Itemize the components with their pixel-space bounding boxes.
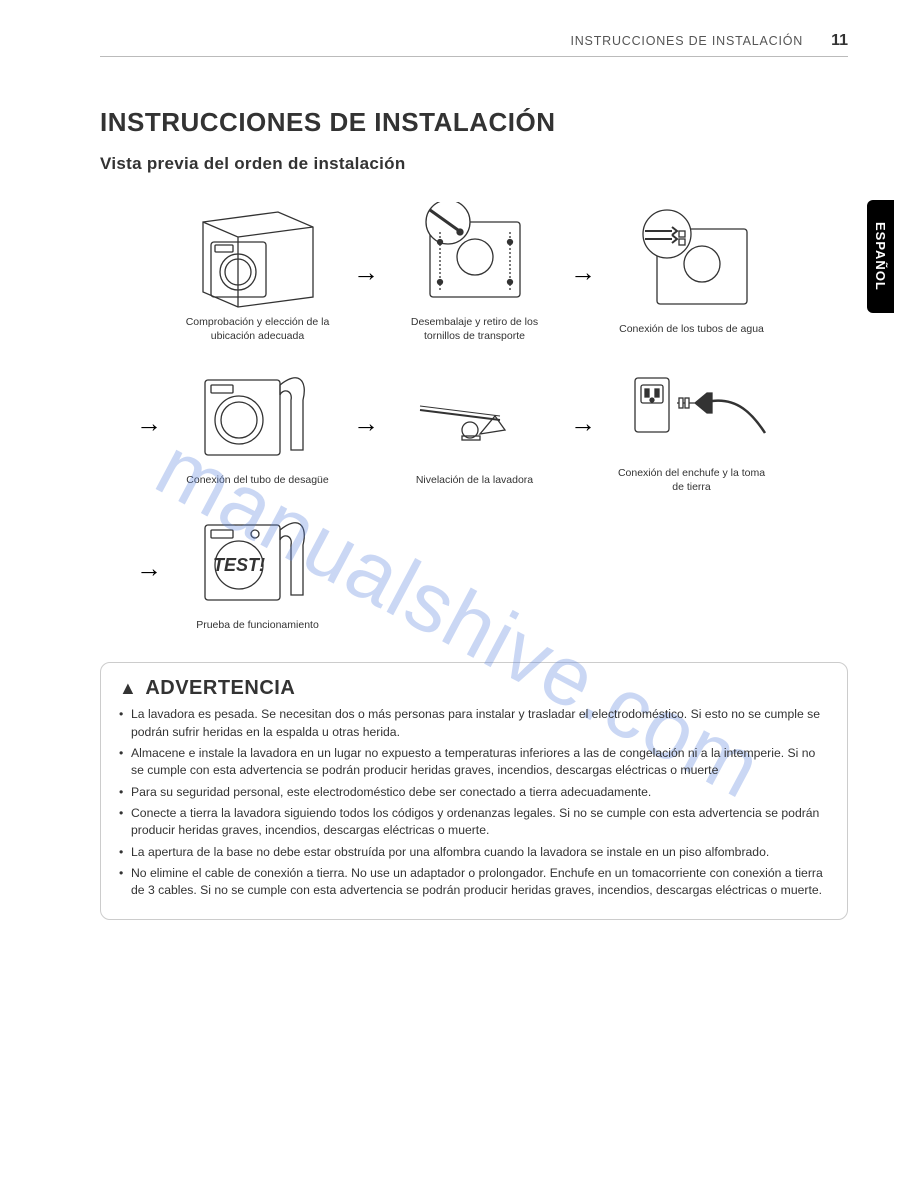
step-row-3: → TEST! Prueba de funcionamiento (170, 505, 798, 633)
arrow-icon: → (136, 553, 162, 584)
warning-list: La lavadora es pesada. Se necesitan dos … (119, 706, 829, 899)
arrow-icon: → (353, 257, 379, 288)
warning-item: Almacene e instale la lavadora en un lug… (119, 745, 829, 780)
step-4: Conexión del tubo de desagüe (170, 360, 345, 488)
bolts-remove-icon (400, 202, 550, 312)
arrow-icon: → (570, 257, 596, 288)
water-hoses-icon (617, 209, 767, 319)
step-2: Desembalaje y retiro de los tornillos de… (387, 202, 562, 343)
warning-item: Conecte a tierra la lavadora siguiendo t… (119, 805, 829, 840)
warning-item: Para su seguridad personal, este electro… (119, 784, 829, 801)
page-subtitle: Vista previa del orden de instalación (100, 154, 848, 174)
warning-box: ▲ ADVERTENCIA La lavadora es pesada. Se … (100, 662, 848, 920)
installation-steps: Comprobación y elección de la ubicación … (100, 202, 848, 632)
step-7-caption: Prueba de funcionamiento (196, 619, 319, 633)
language-tab: ESPAÑOL (867, 200, 894, 313)
step-row-2: → Conexión del tubo de desagüe → (170, 353, 798, 494)
warning-item: La apertura de la base no debe estar obs… (119, 844, 829, 861)
step-1-caption: Comprobación y elección de la ubicación … (178, 316, 338, 343)
step-6-caption: Conexión del enchufe y la toma de tierra (612, 467, 772, 494)
step-5-caption: Nivelación de la lavadora (416, 474, 533, 488)
step-row-1: Comprobación y elección de la ubicación … (170, 202, 798, 343)
arrow-icon: → (353, 408, 379, 439)
arrow-icon: → (570, 408, 596, 439)
step-2-caption: Desembalaje y retiro de los tornillos de… (395, 316, 555, 343)
step-6: Conexión del enchufe y la toma de tierra (604, 353, 779, 494)
washer-location-icon (183, 202, 333, 312)
warning-heading-text: ADVERTENCIA (145, 677, 295, 700)
test-icon: TEST! (183, 505, 333, 615)
step-7: TEST! Prueba de funcionamiento (170, 505, 345, 633)
step-1: Comprobación y elección de la ubicación … (170, 202, 345, 343)
arrow-icon: → (136, 408, 162, 439)
page-number: 11 (831, 32, 848, 50)
leveling-icon (400, 360, 550, 470)
warning-heading: ▲ ADVERTENCIA (119, 677, 829, 700)
step-4-caption: Conexión del tubo de desagüe (186, 474, 328, 488)
drain-hose-icon (183, 360, 333, 470)
plug-icon (617, 353, 767, 463)
page-header: INSTRUCCIONES DE INSTALACIÓN 11 (100, 32, 848, 57)
warning-item: No elimine el cable de conexión a tierra… (119, 865, 829, 900)
svg-text:TEST!: TEST! (213, 555, 265, 575)
header-section: INSTRUCCIONES DE INSTALACIÓN (570, 34, 803, 48)
warning-icon: ▲ (119, 678, 137, 699)
warning-item: La lavadora es pesada. Se necesitan dos … (119, 706, 829, 741)
page-title: INSTRUCCIONES DE INSTALACIÓN (100, 107, 848, 138)
step-5: Nivelación de la lavadora (387, 360, 562, 488)
step-3-caption: Conexión de los tubos de agua (619, 323, 764, 337)
step-3: Conexión de los tubos de agua (604, 209, 779, 337)
